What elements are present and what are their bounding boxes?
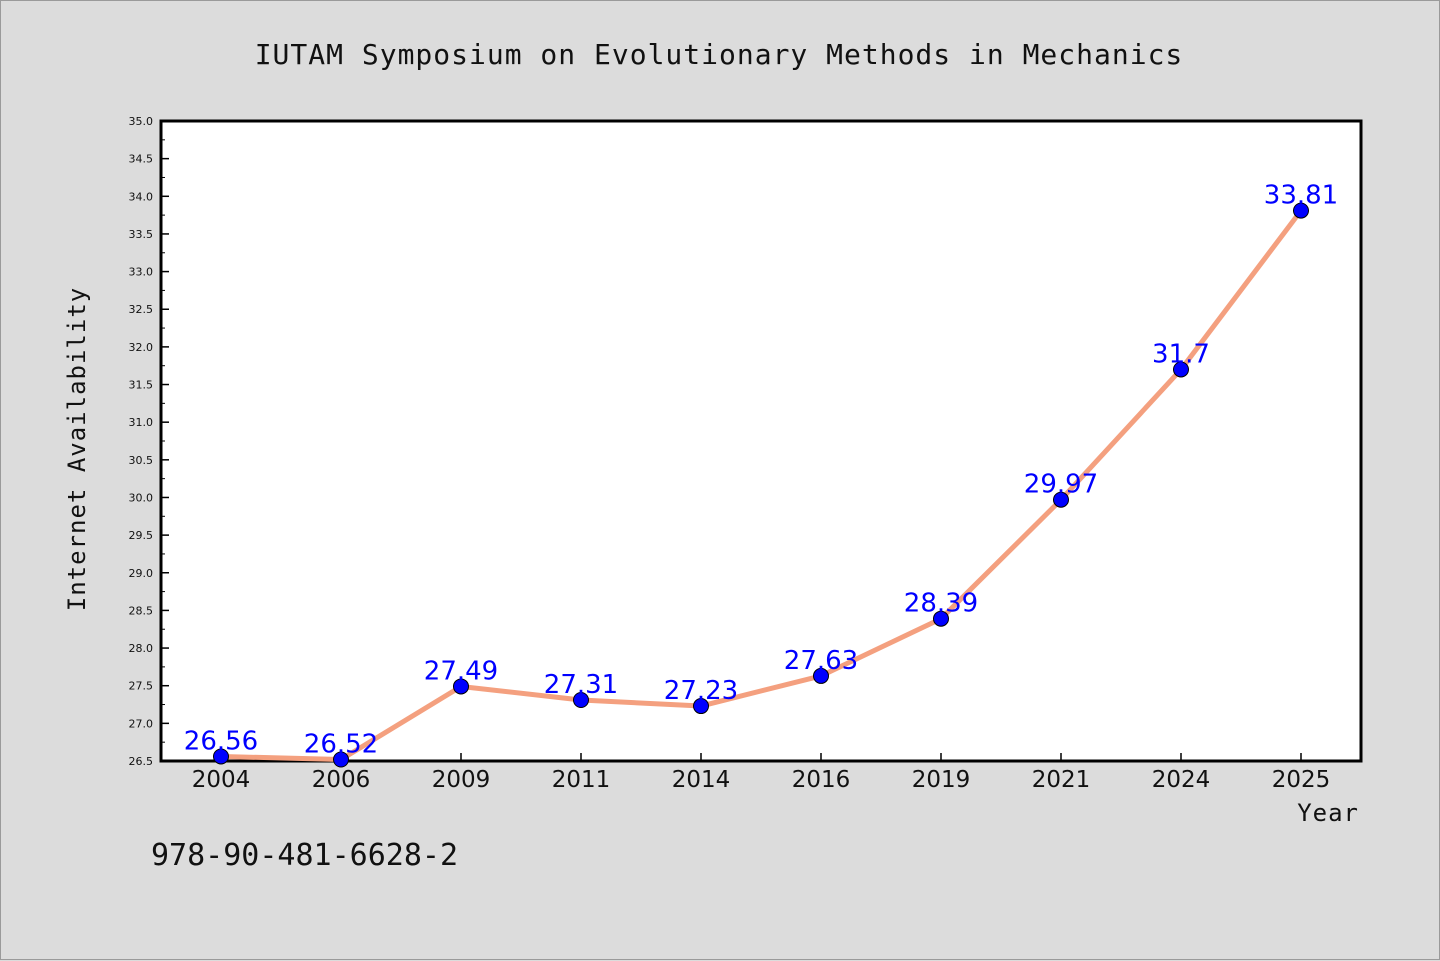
data-point	[333, 751, 349, 768]
data-point	[1173, 361, 1189, 378]
y-tick-label: 27.5	[129, 680, 154, 693]
x-tick-label: 2019	[912, 767, 971, 793]
y-tick-label: 26.5	[129, 755, 154, 768]
plot-area	[159, 119, 1363, 763]
y-tick-label: 34.5	[129, 153, 154, 166]
data-point	[1053, 491, 1069, 508]
chart-title: IUTAM Symposium on Evolutionary Methods …	[255, 38, 1184, 71]
y-axis: 26.5 27.0 27.5 28.0 28.5 29.0 29.5 30.0 30.5 31.0…	[129, 115, 169, 768]
x-tick-label: 2025	[1272, 767, 1331, 793]
data-point	[213, 748, 229, 765]
data-point	[813, 667, 829, 684]
x-tick-label: 2009	[432, 767, 491, 793]
series-line	[218, 208, 1304, 762]
data-point	[453, 678, 469, 695]
data-label: 27.31	[544, 670, 618, 700]
data-label: 27.23	[664, 676, 738, 706]
y-axis-label: Internet Availability	[63, 287, 91, 611]
data-point	[693, 698, 709, 715]
y-tick-label: 29.5	[129, 529, 154, 542]
y-tick-label: 31.0	[129, 416, 154, 429]
data-point	[933, 610, 949, 627]
data-label: 33.81	[1264, 181, 1338, 211]
y-tick-label: 29.0	[129, 567, 154, 580]
series-markers	[213, 202, 1309, 768]
data-point	[573, 692, 589, 709]
x-tick-label: 2016	[792, 767, 851, 793]
data-point	[1293, 202, 1309, 219]
y-tick-label: 31.5	[129, 379, 154, 392]
data-label: 27.63	[784, 646, 858, 676]
x-axis-label: Year	[1297, 799, 1359, 827]
x-tick-label: 2011	[552, 767, 611, 793]
y-tick-label: 27.0	[129, 717, 154, 730]
x-tick-label: 2004	[192, 767, 251, 793]
data-label: 26.56	[184, 726, 258, 756]
data-label: 31.7	[1152, 339, 1210, 369]
y-tick-label: 35.0	[129, 115, 154, 128]
data-label: 28.39	[904, 589, 978, 619]
x-tick-label: 2014	[672, 767, 731, 793]
x-tick-label: 2021	[1032, 767, 1091, 793]
y-tick-label: 32.0	[129, 341, 154, 354]
data-label: 26.52	[304, 729, 378, 759]
y-tick-label: 30.5	[129, 454, 154, 467]
y-tick-label: 34.0	[129, 190, 154, 203]
x-axis: 2004 2006 2009 2011 2014 2016 2019 2021 2024 2025	[192, 753, 1331, 793]
x-tick-label: 2024	[1152, 767, 1211, 793]
y-tick-label: 33.5	[129, 228, 154, 241]
y-tick-label: 28.0	[129, 642, 154, 655]
y-tick-label: 33.0	[129, 266, 154, 279]
isbn-footnote: 978-90-481-6628-2	[151, 838, 458, 873]
data-label: 29.97	[1024, 470, 1098, 500]
y-tick-label: 32.5	[129, 303, 154, 316]
x-tick-label: 2006	[312, 767, 371, 793]
y-tick-label: 28.5	[129, 604, 154, 617]
data-label: 27.49	[424, 656, 498, 686]
y-tick-label: 30.0	[129, 491, 154, 504]
data-labels: 26.56 26.52 27.49 27.31 27.23 27.63 28.39 29.97…	[184, 181, 1338, 760]
series-polyline	[218, 208, 1304, 762]
